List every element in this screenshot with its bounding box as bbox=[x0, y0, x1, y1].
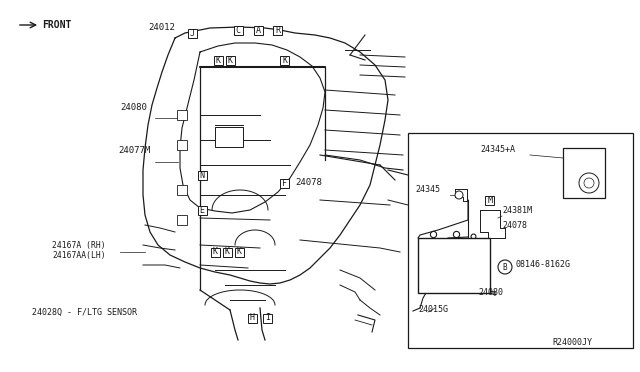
Text: C: C bbox=[236, 26, 241, 35]
Bar bbox=[563, 148, 605, 198]
Bar bbox=[223, 247, 232, 257]
Text: 24078: 24078 bbox=[295, 178, 322, 187]
Text: 24012: 24012 bbox=[148, 23, 175, 32]
Bar bbox=[177, 215, 187, 225]
Bar bbox=[214, 55, 223, 64]
Text: 24078: 24078 bbox=[502, 221, 527, 230]
Text: K: K bbox=[225, 247, 230, 257]
Text: K: K bbox=[216, 55, 221, 64]
Bar bbox=[264, 314, 273, 323]
Text: I: I bbox=[266, 314, 271, 323]
Bar bbox=[280, 55, 289, 64]
Text: K: K bbox=[212, 247, 218, 257]
Bar bbox=[234, 26, 243, 35]
Bar bbox=[177, 185, 187, 195]
Bar bbox=[211, 247, 220, 257]
Bar bbox=[280, 179, 289, 187]
Text: FRONT: FRONT bbox=[42, 20, 72, 30]
Bar bbox=[418, 238, 490, 293]
Text: 24381M: 24381M bbox=[502, 206, 532, 215]
Text: 24028Q - F/LTG SENSOR: 24028Q - F/LTG SENSOR bbox=[32, 308, 137, 317]
Text: 24167A (RH): 24167A (RH) bbox=[52, 241, 106, 250]
Text: J: J bbox=[189, 29, 195, 38]
Text: 24167AA(LH): 24167AA(LH) bbox=[52, 251, 106, 260]
Text: 24345: 24345 bbox=[415, 185, 440, 194]
Bar bbox=[215, 127, 243, 147]
Bar bbox=[198, 170, 207, 180]
Text: 24080: 24080 bbox=[478, 288, 503, 297]
Text: N: N bbox=[200, 170, 205, 180]
Circle shape bbox=[579, 173, 599, 193]
Bar bbox=[273, 26, 282, 35]
Bar bbox=[253, 26, 262, 35]
Bar bbox=[225, 55, 234, 64]
Text: R24000JY: R24000JY bbox=[552, 338, 592, 347]
Bar bbox=[486, 196, 495, 205]
Text: E: E bbox=[200, 205, 205, 215]
Circle shape bbox=[584, 178, 594, 188]
Text: 08146-8162G: 08146-8162G bbox=[516, 260, 571, 269]
Text: 24345+A: 24345+A bbox=[480, 145, 515, 154]
Text: B: B bbox=[502, 263, 508, 272]
Bar bbox=[408, 133, 633, 348]
Text: 24015G: 24015G bbox=[418, 305, 448, 314]
Text: F: F bbox=[282, 179, 287, 187]
Text: H: H bbox=[250, 314, 255, 323]
Text: K: K bbox=[237, 247, 241, 257]
Bar bbox=[198, 205, 207, 215]
Bar bbox=[188, 29, 196, 38]
Bar bbox=[177, 110, 187, 120]
Bar bbox=[234, 247, 243, 257]
Text: K: K bbox=[282, 55, 287, 64]
Text: A: A bbox=[255, 26, 260, 35]
Bar bbox=[248, 314, 257, 323]
Text: M: M bbox=[488, 196, 493, 205]
Text: R: R bbox=[275, 26, 280, 35]
Text: 24077M: 24077M bbox=[118, 146, 150, 155]
Text: K: K bbox=[227, 55, 232, 64]
Bar bbox=[177, 140, 187, 150]
Text: 24080: 24080 bbox=[120, 103, 147, 112]
Circle shape bbox=[455, 191, 463, 199]
Circle shape bbox=[498, 260, 512, 274]
